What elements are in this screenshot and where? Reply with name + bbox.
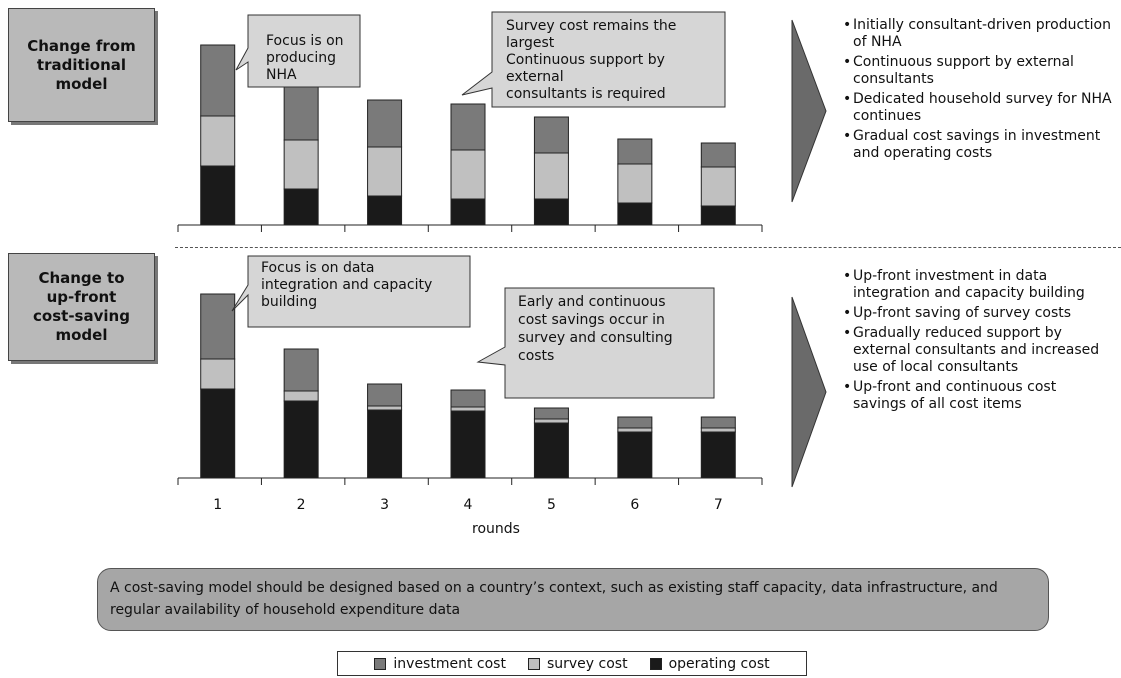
bar-segment-investment-cost [283,84,319,141]
bar-segment-operating-cost [700,205,736,226]
bottom-bars [200,293,736,479]
bottom-axis: 1 2 3 4 5 6 7 rounds [177,477,763,537]
bar-segment-investment-cost [533,407,569,420]
bar-segment-investment-cost [450,389,486,408]
bar-segment-survey-cost [700,427,736,433]
top-bullet: Dedicated household survey for NHA conti… [843,91,1113,125]
bar-segment-investment-cost [283,348,319,392]
x-tick-label: 6 [630,497,639,513]
summary-box: A cost-saving model should be designed b… [97,568,1049,631]
bottom-callout-1-shape [231,255,471,328]
legend-swatch-investment [374,657,387,670]
x-tick-label: 2 [297,497,306,513]
bottom-bullet: Up-front investment in data integration … [843,268,1113,302]
bar-segment-survey-cost [367,146,403,197]
bottom-bullet: Gradually reduced support by external co… [843,325,1113,376]
legend-label-survey: survey cost [546,655,628,672]
bottom-model-label: Change to up-front cost-saving model [8,253,155,361]
bar-segment-survey-cost [200,115,236,167]
legend-item-investment: investment cost [374,656,506,672]
bar-segment-investment-cost [617,416,653,429]
bottom-arrow [791,296,827,488]
bottom-callout-2: Early and continuous cost savings occur … [518,294,673,364]
bar-segment-investment-cost [200,44,236,117]
x-tick-label: 1 [213,497,222,513]
bar-segment-operating-cost [283,400,319,479]
x-axis-title: rounds [472,521,520,537]
top-chart [177,11,827,232]
bottom-bullet-list: Up-front investment in data integration … [843,268,1113,416]
bar-segment-operating-cost [617,202,653,226]
bottom-bullet: Up-front saving of survey costs [843,305,1113,322]
bar-segment-investment-cost [450,103,486,151]
bar-segment-operating-cost [450,410,486,479]
section-divider [175,247,1121,248]
legend-swatch-operating [649,657,662,670]
bar-segment-investment-cost [533,116,569,154]
bar-segment-investment-cost [700,142,736,168]
bar-segment-survey-cost [367,405,403,411]
legend-item-operating: operating cost [649,655,770,672]
top-bullet-list: Initially consultant-driven production o… [843,17,1113,165]
x-tick-label: 5 [547,497,556,513]
top-model-label: Change from traditional model [8,8,155,122]
top-bullet: Gradual cost savings in investment and o… [843,128,1113,162]
legend-item-survey: survey cost [527,655,628,672]
bar-segment-survey-cost [283,390,319,402]
bar-segment-operating-cost [200,165,236,226]
bottom-chart: 1 2 3 4 5 6 7 rounds [177,255,827,537]
bar-segment-survey-cost [533,152,569,200]
bar-segment-investment-cost [367,99,403,148]
top-bars [200,44,736,226]
bar-segment-operating-cost [617,431,653,479]
x-tick-label: 7 [714,497,723,513]
bar-segment-operating-cost [367,409,403,479]
bar-segment-survey-cost [617,427,653,433]
bar-segment-operating-cost [450,198,486,226]
top-callout-2-shape [461,11,726,108]
bar-segment-survey-cost [617,163,653,204]
bar-segment-investment-cost [700,416,736,429]
bar-segment-survey-cost [450,149,486,200]
bar-segment-survey-cost [450,406,486,412]
bar-segment-investment-cost [367,383,403,407]
top-axis [177,224,763,232]
legend: investment cost survey cost operating co… [337,651,807,676]
top-callout-2: Survey cost remains the largest Continuo… [506,18,677,102]
bar-segment-operating-cost [700,431,736,479]
x-tick-label: 4 [464,497,473,513]
bar-segment-survey-cost [700,166,736,207]
legend-swatch-survey [527,657,540,670]
legend-label-investment: investment cost [393,655,506,672]
top-bullet: Continuous support by external consultan… [843,54,1113,88]
bar-segment-operating-cost [283,188,319,226]
bar-segment-investment-cost [617,138,653,165]
bar-segment-operating-cost [200,388,236,479]
top-callout-1-shape [235,14,361,88]
legend-label-operating: operating cost [668,655,770,672]
bar-segment-survey-cost [283,139,319,190]
bar-segment-operating-cost [367,195,403,226]
bar-segment-survey-cost [200,358,236,390]
bar-segment-investment-cost [200,293,236,360]
bottom-callout-1: Focus is on data integration and capacit… [261,260,433,310]
bar-segment-operating-cost [533,422,569,479]
top-arrow [791,19,827,203]
bottom-bullet: Up-front and continuous cost savings of … [843,379,1113,413]
top-callout-1: Focus is on producing NHA [266,33,344,83]
x-tick-label: 3 [380,497,389,513]
bar-segment-operating-cost [533,198,569,226]
top-bullet: Initially consultant-driven production o… [843,17,1113,51]
bar-segment-survey-cost [533,418,569,424]
bottom-callout-2-shape [476,287,715,399]
